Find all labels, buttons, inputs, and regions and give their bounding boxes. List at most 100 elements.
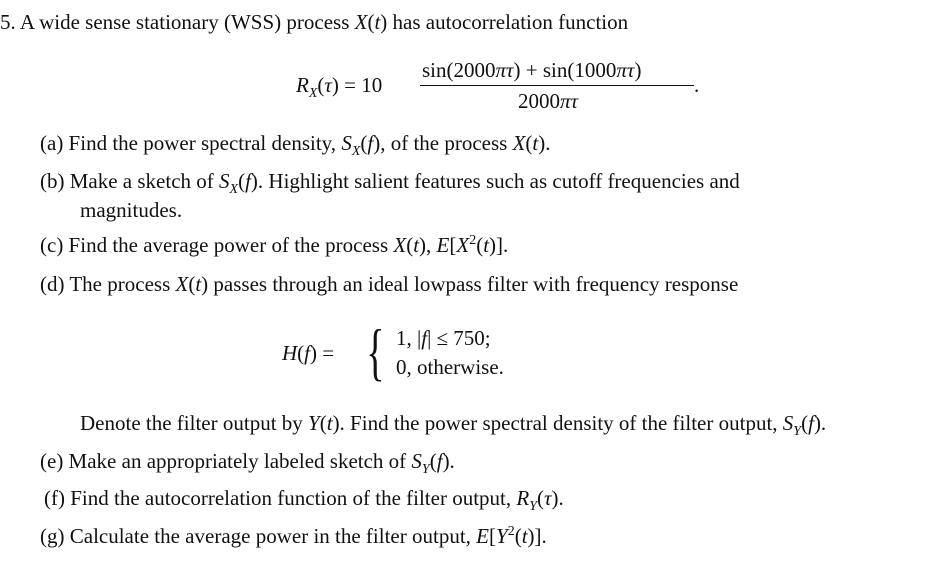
text-segment: ) = xyxy=(310,341,335,365)
math-symbol: t xyxy=(532,131,539,155)
text-segment: ) = 10 xyxy=(331,73,383,97)
text-segment: ), xyxy=(419,233,437,257)
math-symbol: f xyxy=(808,411,814,435)
text-segment: ). xyxy=(442,449,455,473)
part-c: (c) Find the average power of the proces… xyxy=(40,233,508,258)
text-segment: ( xyxy=(319,411,327,435)
text-segment: ( xyxy=(406,233,414,257)
math-symbol: πτ xyxy=(616,58,635,82)
text-segment: (a) Find the power spectral density, xyxy=(40,131,342,155)
part-g: (g) Calculate the average power in the f… xyxy=(40,524,547,549)
text-segment: ( xyxy=(476,233,484,257)
text-segment: (c) Find the average power of the proces… xyxy=(40,233,394,257)
text-segment: ( xyxy=(514,524,522,548)
math-symbol: E xyxy=(476,524,489,548)
text-segment: (f) Find the autocorrelation function of… xyxy=(44,486,517,510)
math-symbol: X xyxy=(175,272,189,296)
math-symbol: πτ xyxy=(560,89,579,113)
math-symbol: 2 xyxy=(469,233,477,248)
text-segment: ). xyxy=(538,131,551,155)
equation-period: . xyxy=(694,73,700,97)
text-segment: sin(2000 xyxy=(422,58,496,82)
math-symbol: t xyxy=(326,411,333,435)
math-symbol: X xyxy=(512,131,526,155)
text-segment: ( xyxy=(367,10,375,34)
math-symbol: t xyxy=(195,272,202,296)
part-b-continued: magnitudes. xyxy=(80,198,182,223)
math-symbol: S xyxy=(782,411,794,435)
text-segment: )]. xyxy=(489,233,509,257)
math-symbol: 2 xyxy=(507,524,515,539)
math-symbol: R xyxy=(516,486,530,510)
part-d: (d) The process X(t) passes through an i… xyxy=(40,272,738,297)
left-brace: { xyxy=(366,316,385,387)
math-symbol: τ xyxy=(544,486,552,510)
text-segment: [ xyxy=(489,524,496,548)
filter-row-1: 1, |f| ≤ 750; xyxy=(396,326,491,351)
text-segment: (g) Calculate the average power in the f… xyxy=(40,524,477,548)
math-symbol: Y xyxy=(308,411,320,435)
text-segment: (b) Make a sketch of xyxy=(40,169,220,193)
math-symbol: E xyxy=(436,233,450,257)
text-segment: ( xyxy=(525,131,533,155)
math-symbol: t xyxy=(374,10,381,34)
math-symbol: Y xyxy=(529,499,537,514)
math-symbol: t xyxy=(521,524,528,548)
math-symbol: R xyxy=(296,73,309,97)
text-segment: 1, | xyxy=(396,326,422,350)
text-segment: ( xyxy=(238,169,246,193)
math-symbol: X xyxy=(308,86,318,101)
math-symbol: X xyxy=(393,233,407,257)
text-segment: ). Find the power spectral density of th… xyxy=(332,411,783,435)
math-symbol: τ xyxy=(324,73,332,97)
text-segment: )]. xyxy=(527,524,547,548)
math-symbol: t xyxy=(483,233,490,257)
fraction-bar xyxy=(420,85,694,86)
math-symbol: Y xyxy=(496,524,508,548)
math-symbol: f xyxy=(421,326,428,350)
math-symbol: S xyxy=(219,169,230,193)
text-segment: | ≤ 750; xyxy=(427,326,491,350)
text-segment: ( xyxy=(317,73,325,97)
text-segment: ). xyxy=(551,486,564,510)
text-segment: 5. A wide sense stationary (WSS) process xyxy=(0,10,355,34)
filter-lhs: H(f) = xyxy=(282,341,334,366)
problem-intro: 5. A wide sense stationary (WSS) process… xyxy=(0,10,628,35)
text-segment: [ xyxy=(449,233,457,257)
math-symbol: f xyxy=(304,341,311,365)
text-segment: 2000 xyxy=(518,89,560,113)
autocorrelation-numerator: sin(2000πτ) + sin(1000πτ) xyxy=(422,58,641,83)
text-segment: Denote the filter output by xyxy=(80,411,309,435)
text-segment: (d) The process xyxy=(40,272,176,296)
math-symbol: πτ xyxy=(495,58,514,82)
math-symbol: S xyxy=(411,449,422,473)
part-f: (f) Find the autocorrelation function of… xyxy=(44,486,564,514)
text-segment: ) passes through an ideal lowpass filter… xyxy=(201,272,739,296)
text-segment: ), of the process xyxy=(373,131,513,155)
math-symbol: X xyxy=(456,233,470,257)
text-segment: ) has autocorrelation function xyxy=(380,10,629,34)
text-segment: ( xyxy=(537,486,544,510)
text-segment: ) + sin(1000 xyxy=(513,58,617,82)
text-segment: ( xyxy=(188,272,196,296)
text-segment: 0, otherwise. xyxy=(396,355,504,379)
text-segment: magnitudes. xyxy=(80,198,183,222)
part-b: (b) Make a sketch of SX(f). Highlight sa… xyxy=(40,169,740,197)
math-symbol: X xyxy=(229,182,239,197)
math-symbol: S xyxy=(341,131,352,155)
text-segment: ). xyxy=(813,411,827,435)
math-symbol: t xyxy=(413,233,420,257)
math-symbol: X xyxy=(354,10,368,34)
part-a: (a) Find the power spectral density, SX(… xyxy=(40,131,551,159)
autocorrelation-denominator: 2000πτ xyxy=(518,89,578,114)
text-segment: ). Highlight salient features such as cu… xyxy=(250,169,740,193)
math-symbol: H xyxy=(282,341,298,365)
math-symbol: X xyxy=(351,144,361,159)
text-segment: ( xyxy=(801,411,809,435)
text-segment: ( xyxy=(360,131,368,155)
math-symbol: f xyxy=(245,169,251,193)
text-segment: ) xyxy=(634,58,642,82)
math-symbol: Y xyxy=(793,424,802,439)
math-symbol: f xyxy=(436,449,443,473)
text-segment: (e) Make an appropriately labeled sketch… xyxy=(40,449,412,473)
